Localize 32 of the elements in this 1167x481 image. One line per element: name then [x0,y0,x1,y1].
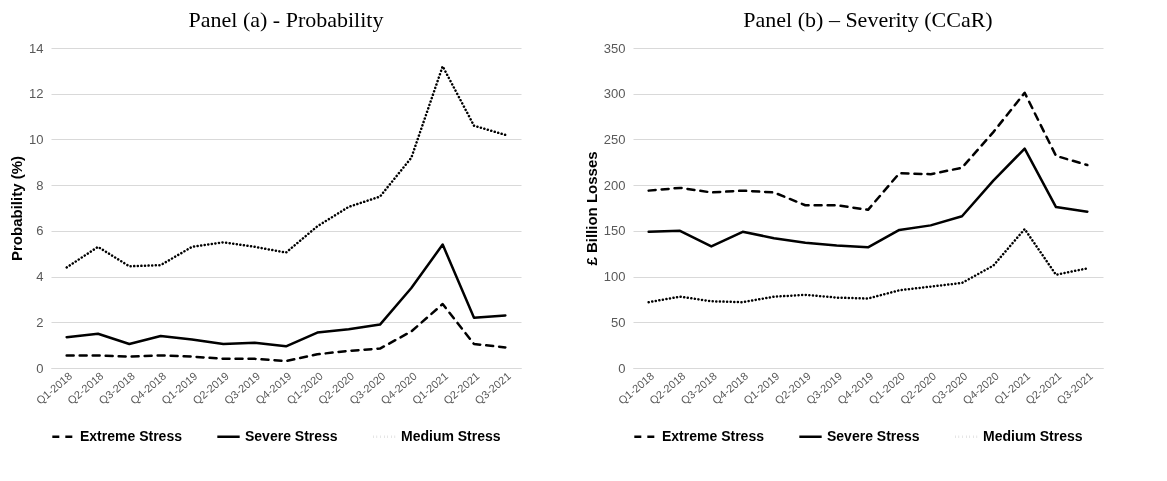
y-tick-label: 350 [603,40,626,56]
y-tick-label: 0 [36,360,44,376]
y-tick-label: 2 [36,314,44,330]
y-tick-label: 250 [603,131,626,147]
line-series [65,65,507,269]
y-tick-label: 6 [36,223,44,239]
line-series [647,91,1089,212]
chart-title: Panel (a) - Probability [188,7,384,32]
chart-title: Panel (b) – Severity (CCaR) [743,7,993,32]
y-tick-label: 50 [611,314,626,330]
line-series [647,227,1089,304]
legend-label: Extreme Stress [662,427,765,444]
y-tick-label: 10 [29,131,44,147]
y-tick-label: 14 [29,40,44,56]
line-series [65,302,507,363]
y-tick-label: 200 [603,177,626,193]
y-axis-title: £ Billion Losses [582,151,600,266]
line-series [647,147,1089,249]
y-tick-label: 0 [618,360,626,376]
legend-label: Extreme Stress [80,427,183,444]
line-series [65,243,507,348]
legend-label: Severe Stress [827,427,920,444]
y-tick-label: 150 [603,223,626,239]
y-tick-label: 100 [603,269,626,285]
legend-label: Severe Stress [245,427,338,444]
y-tick-label: 300 [603,86,626,102]
y-tick-label: 12 [29,86,44,102]
y-axis-title: Probability (%) [8,155,26,262]
legend-label: Medium Stress [983,427,1083,444]
y-tick-label: 4 [36,269,44,285]
y-tick-label: 8 [36,177,44,193]
legend-label: Medium Stress [401,427,501,444]
